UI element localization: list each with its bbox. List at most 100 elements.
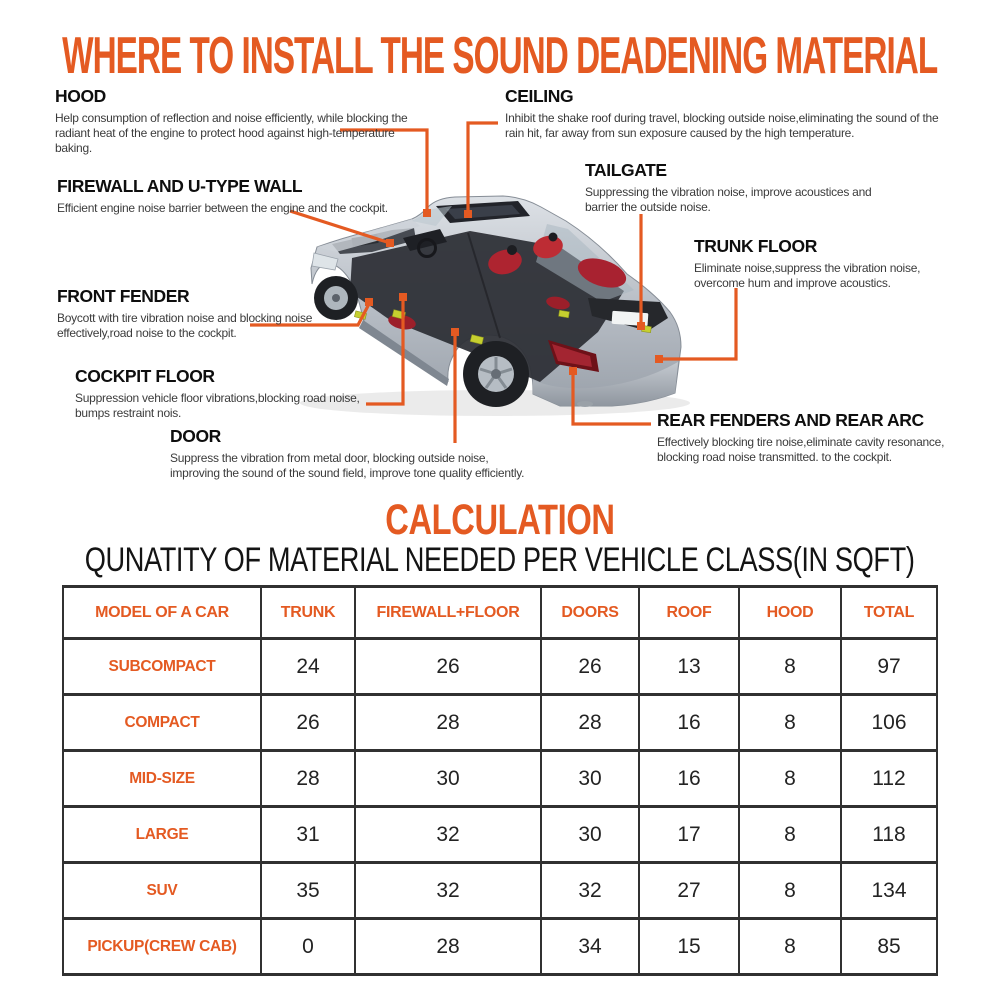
annotation-cockpit-floor-heading: COCKPIT FLOOR [75, 366, 215, 386]
header-doors: DOORS [540, 585, 640, 640]
cell-value: 8 [738, 805, 842, 864]
cell-value: 16 [638, 749, 740, 808]
leader-line-ceiling [466, 121, 498, 212]
calculation-subtitle: QUNATITY OF MATERIAL NEEDED PER VEHICLE … [85, 541, 915, 579]
model-label: LARGE [62, 805, 262, 864]
model-label: SUBCOMPACT [62, 637, 262, 696]
model-label: MID-SIZE [62, 749, 262, 808]
car-headrest-2 [548, 232, 558, 242]
annotation-front-fender-heading: FRONT FENDER [57, 286, 190, 306]
leader-line-firewall [289, 209, 391, 245]
annotation-tailgate-desc: Suppressing the vibration noise, improve… [585, 185, 872, 215]
cell-value: 106 [840, 693, 938, 752]
annotation-cockpit-floor: COCKPIT FLOOR Suppression vehicle floor … [75, 366, 397, 421]
annotation-firewall-heading: FIREWALL AND U-TYPE WALL [57, 176, 303, 196]
model-label: PICKUP(CREW CAB) [62, 917, 262, 976]
annotation-tailgate: TAILGATE Suppressing the vibration noise… [585, 160, 895, 215]
cell-value: 85 [840, 917, 938, 976]
car-door-frame [467, 232, 501, 339]
car-rear-wheel [463, 341, 529, 407]
endpoint-cockpit-floor [399, 293, 407, 301]
car-front-seat-2 [533, 235, 563, 259]
annotation-door-heading: DOOR [170, 426, 221, 446]
cell-value: 26 [260, 693, 356, 752]
cell-value: 8 [738, 693, 842, 752]
table-row-large: LARGE 31 32 30 17 8 118 [62, 805, 938, 864]
annotation-hood: HOOD Help consumption of reflection and … [55, 86, 423, 156]
cell-value: 34 [540, 917, 640, 976]
car-exhaust-tip [577, 401, 593, 407]
annotation-rear-fenders-heading: REAR FENDERS AND REAR ARC [657, 410, 924, 430]
car-front-seat [488, 249, 522, 275]
annotation-cockpit-floor-desc: Suppression vehicle floor vibrations,blo… [75, 391, 360, 421]
table-row-suv: SUV 35 32 32 27 8 134 [62, 861, 938, 920]
car-cutaway-illustration [250, 121, 738, 443]
cell-value: 112 [840, 749, 938, 808]
car-cutaway [300, 195, 690, 416]
cell-value: 28 [354, 693, 542, 752]
table-header-row: MODEL OF A CAR TRUNK FIREWALL+FLOOR DOOR… [62, 585, 938, 640]
cell-value: 30 [354, 749, 542, 808]
cell-value: 28 [540, 693, 640, 752]
annotation-front-fender-desc: Boycott with tire vibration noise and bl… [57, 311, 313, 341]
header-firewall-floor: FIREWALL+FLOOR [354, 585, 542, 640]
annotation-trunk-floor-desc: Eliminate noise,suppress the vibration n… [694, 261, 921, 291]
cell-value: 8 [738, 861, 842, 920]
car-headrest [507, 245, 517, 255]
cell-value: 30 [540, 805, 640, 864]
leader-line-rear-fenders [571, 374, 651, 426]
header-hood: HOOD [738, 585, 842, 640]
annotation-door-desc: Suppress the vibration from metal door, … [170, 451, 525, 481]
leader-lines [250, 121, 738, 443]
leader-line-cockpit-floor [366, 299, 405, 406]
cell-value: 35 [260, 861, 356, 920]
quantity-table-header: MODEL OF A CAR TRUNK FIREWALL+FLOOR DOOR… [62, 585, 938, 640]
cell-value: 32 [354, 805, 542, 864]
cell-value: 13 [638, 637, 740, 696]
cell-value: 17 [638, 805, 740, 864]
annotation-rear-fenders-desc: Effectively blocking tire noise,eliminat… [657, 435, 945, 465]
annotation-front-fender: FRONT FENDER Boycott with tire vibration… [57, 286, 357, 341]
annotation-door: DOOR Suppress the vibration from metal d… [170, 426, 538, 481]
annotation-rear-fenders: REAR FENDERS AND REAR ARC Effectively bl… [657, 410, 987, 465]
endpoint-firewall [386, 239, 394, 247]
calculation-subtitle-row: QUNATITY OF MATERIAL NEEDED PER VEHICLE … [0, 541, 1000, 580]
endpoint-ceiling [464, 210, 472, 218]
cell-value: 32 [354, 861, 542, 920]
car-windshield [412, 206, 452, 226]
header-trunk: TRUNK [260, 585, 356, 640]
car-rear-seat [577, 258, 627, 288]
cell-value: 15 [638, 917, 740, 976]
quantity-table-body: SUBCOMPACT 24 26 26 13 8 97 COMPACT 26 2… [62, 637, 938, 976]
cell-value: 28 [260, 749, 356, 808]
page-title: WHERE TO INSTALL THE SOUND DEADENING MAT… [62, 27, 938, 85]
cell-value: 26 [540, 637, 640, 696]
table-row-pickup: PICKUP(CREW CAB) 0 28 34 15 8 85 [62, 917, 938, 976]
leader-line-front-fender [250, 303, 371, 327]
cell-value: 26 [354, 637, 542, 696]
model-label: COMPACT [62, 693, 262, 752]
annotation-ceiling-heading: CEILING [505, 86, 574, 106]
annotation-ceiling: CEILING Inhibit the shake roof during tr… [505, 86, 957, 141]
cell-value: 8 [738, 749, 842, 808]
annotation-trunk-floor-heading: TRUNK FLOOR [694, 236, 817, 256]
car-taillight-inner [552, 344, 592, 367]
header-total: TOTAL [840, 585, 938, 640]
cell-value: 28 [354, 917, 542, 976]
cell-value: 8 [738, 637, 842, 696]
annotation-hood-desc: Help consumption of reflection and noise… [55, 111, 408, 156]
annotation-tailgate-heading: TAILGATE [585, 160, 667, 180]
model-label: SUV [62, 861, 262, 920]
annotation-firewall-desc: Efficient engine noise barrier between t… [57, 201, 388, 215]
annotation-trunk-floor: TRUNK FLOOR Eliminate noise,suppress the… [694, 236, 952, 291]
calculation-title-row: CALCULATION [0, 496, 1000, 545]
endpoint-rear-fenders [569, 367, 577, 375]
cell-value: 0 [260, 917, 356, 976]
page-title-row: WHERE TO INSTALL THE SOUND DEADENING MAT… [0, 26, 1000, 86]
cell-value: 8 [738, 917, 842, 976]
cell-value: 30 [540, 749, 640, 808]
annotation-ceiling-desc: Inhibit the shake roof during travel, bl… [505, 111, 939, 141]
endpoint-door [451, 328, 459, 336]
calculation-title: CALCULATION [385, 496, 615, 544]
